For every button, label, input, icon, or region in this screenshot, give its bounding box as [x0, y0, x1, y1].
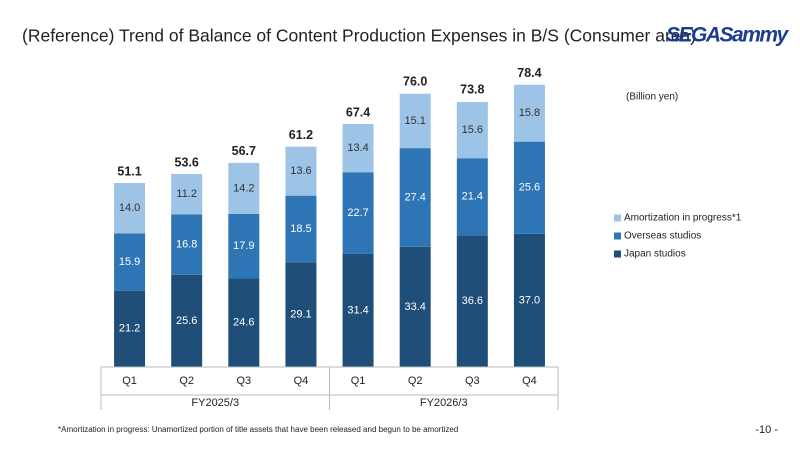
x-tick-label: Q1	[351, 375, 366, 387]
value-label: 21.4	[462, 191, 483, 203]
value-label: 21.2	[119, 323, 140, 335]
total-label: 67.4	[346, 106, 370, 120]
legend-label: Overseas studios	[624, 231, 701, 242]
bar-segment	[399, 148, 431, 247]
bar-segment	[456, 102, 488, 159]
bar-segment	[285, 146, 317, 196]
x-tick-label: Q4	[294, 375, 309, 387]
bar-segment	[114, 183, 146, 234]
x-tick-label: Q2	[179, 375, 194, 387]
bar-segment	[513, 84, 545, 142]
legend-swatch	[614, 250, 621, 258]
bar-segment	[171, 214, 203, 275]
value-label: 16.8	[176, 239, 197, 251]
bar-segment	[285, 195, 317, 263]
total-label: 61.2	[289, 128, 313, 142]
value-label: 14.0	[119, 202, 140, 214]
bar-segment	[456, 158, 488, 236]
bar-segment	[228, 278, 260, 367]
bar-segment	[399, 246, 431, 367]
unit-label: (Billion yen)	[626, 92, 678, 103]
x-tick-label: Q3	[236, 375, 251, 387]
slide-title: (Reference) Trend of Balance of Content …	[22, 26, 696, 46]
bar-segment	[228, 214, 260, 279]
total-label: 78.4	[517, 66, 541, 80]
bar-segment	[342, 253, 374, 367]
value-label: 14.2	[233, 182, 254, 194]
total-label: 51.1	[117, 164, 141, 178]
value-label: 36.6	[462, 295, 483, 307]
value-label: 13.4	[347, 142, 368, 154]
bar-segment	[171, 174, 203, 215]
x-tick-label: Q4	[522, 375, 537, 387]
value-label: 25.6	[519, 182, 540, 194]
bar-segment	[114, 233, 146, 291]
footnote: *Amortization in progress: Unamortized p…	[58, 425, 458, 434]
x-tick-label: Q2	[408, 375, 423, 387]
total-label: 76.0	[403, 75, 427, 89]
value-label: 25.6	[176, 315, 197, 327]
x-tick-label: Q3	[465, 375, 480, 387]
value-label: 24.6	[233, 317, 254, 329]
bar-segment	[228, 162, 260, 214]
value-label: 15.1	[404, 115, 425, 127]
legend-swatch	[614, 232, 621, 240]
value-label: 29.1	[290, 309, 311, 321]
bar-segment	[513, 233, 545, 367]
value-label: 18.5	[290, 223, 311, 235]
group-label: FY2026/3	[420, 397, 468, 409]
value-label: 31.4	[347, 304, 368, 316]
bar-segment	[171, 274, 203, 367]
total-label: 53.6	[175, 155, 199, 169]
value-label: 15.6	[462, 124, 483, 136]
value-label: 37.0	[519, 294, 540, 306]
legend-label: Amortization in progress*1	[624, 213, 742, 224]
x-tick-label: Q1	[122, 375, 137, 387]
bar-segment	[114, 290, 146, 367]
total-label: 56.7	[232, 144, 256, 158]
bar-segment	[513, 141, 545, 234]
bar-segment	[285, 262, 317, 367]
value-label: 17.9	[233, 240, 254, 252]
bar-segment	[456, 235, 488, 367]
legend-label: Japan studios	[624, 249, 686, 260]
value-label: 13.6	[290, 165, 311, 177]
legend-swatch	[614, 214, 621, 222]
page-number: -10 -	[755, 424, 778, 436]
value-label: 27.4	[404, 191, 425, 203]
group-label: FY2025/3	[191, 397, 239, 409]
total-label: 73.8	[460, 83, 484, 97]
bar-segment	[399, 93, 431, 149]
value-label: 22.7	[347, 207, 368, 219]
value-label: 15.9	[119, 256, 140, 268]
bar-segment	[342, 172, 374, 254]
value-label: 11.2	[176, 188, 197, 200]
logo: SEGASammy	[666, 24, 790, 47]
bar-segment	[342, 124, 374, 173]
value-label: 15.8	[519, 107, 540, 119]
value-label: 33.4	[404, 301, 425, 313]
